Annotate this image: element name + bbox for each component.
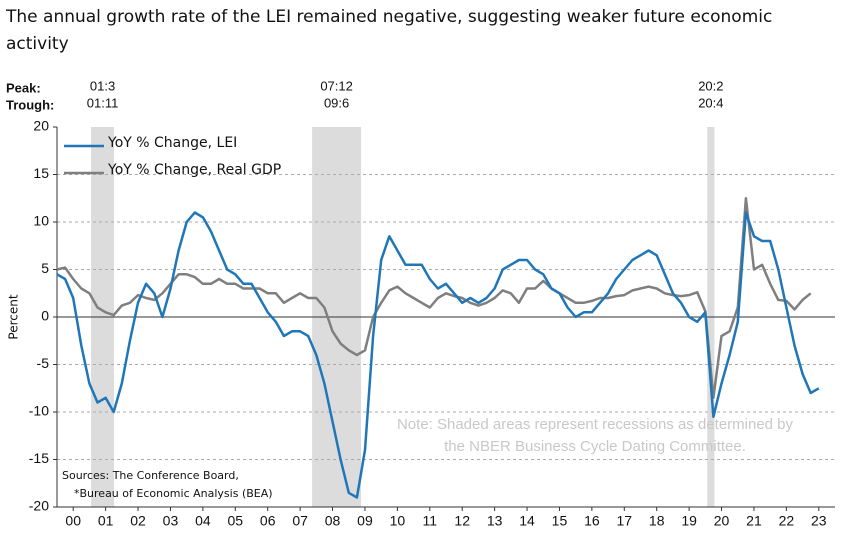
x-tick-label: 03: [163, 513, 179, 529]
trough-label: Trough:: [6, 97, 54, 112]
source: *Bureau of Economic Analysis (BEA): [74, 487, 273, 500]
recession-trough: 01:11: [87, 95, 119, 110]
y-tick-label: 0: [41, 308, 49, 324]
x-tick-label: 15: [552, 513, 568, 529]
legend-label: YoY % Change, LEI: [107, 135, 237, 151]
x-tick-label: 08: [325, 513, 341, 529]
series-line: [56, 211, 820, 499]
y-tick-label: 20: [33, 118, 49, 134]
note: the NBER Business Cycle Dating Committee…: [444, 438, 746, 455]
x-tick-label: 09: [357, 513, 373, 529]
x-tick-label: 17: [617, 513, 633, 529]
x-tick-label: 11: [423, 513, 438, 529]
legend-label: YoY % Change, Real GDP: [107, 162, 281, 178]
x-tick-label: 04: [195, 513, 211, 529]
recession-trough: 20:4: [698, 95, 723, 110]
x-tick-label: 18: [649, 513, 665, 529]
y-axis-label: Percent: [7, 294, 21, 339]
y-tick-label: -5: [37, 355, 50, 371]
y-tick-label: -10: [29, 403, 49, 419]
x-tick-label: 01: [98, 513, 114, 529]
recession-trough: 09:6: [324, 95, 349, 110]
x-tick-label: 13: [487, 513, 503, 529]
x-tick-label: 23: [811, 513, 827, 529]
recession-peak: 01:3: [90, 78, 115, 93]
y-tick-label: 15: [33, 165, 49, 181]
source: Sources: The Conference Board,: [62, 469, 239, 482]
recession-peak: 20:2: [698, 78, 723, 93]
note: Note: Shaded areas represent recessions …: [397, 416, 794, 433]
y-tick-label: -20: [29, 498, 49, 514]
series-line: [56, 197, 812, 400]
x-tick-label: 22: [779, 513, 795, 529]
peak-label: Peak:: [6, 80, 41, 95]
x-tick-label: 10: [390, 513, 406, 529]
y-tick-label: 5: [41, 260, 49, 276]
y-tick-label: -15: [29, 450, 49, 466]
x-tick-label: 19: [681, 513, 697, 529]
chart-title: The annual growth rate of the LEI remain…: [6, 7, 773, 54]
x-tick-label: 20: [714, 513, 730, 529]
x-tick-label: 16: [584, 513, 600, 529]
y-tick-label: 10: [33, 213, 49, 229]
x-tick-label: 12: [454, 513, 470, 529]
x-tick-label: 14: [519, 513, 535, 529]
x-tick-label: 06: [260, 513, 276, 529]
recession-peak: 07:12: [320, 78, 353, 93]
x-tick-label: 21: [746, 513, 762, 529]
x-tick-label: 05: [228, 513, 244, 529]
x-tick-label: 07: [292, 513, 308, 529]
x-tick-label: 00: [65, 513, 81, 529]
x-tick-label: 02: [130, 513, 146, 529]
